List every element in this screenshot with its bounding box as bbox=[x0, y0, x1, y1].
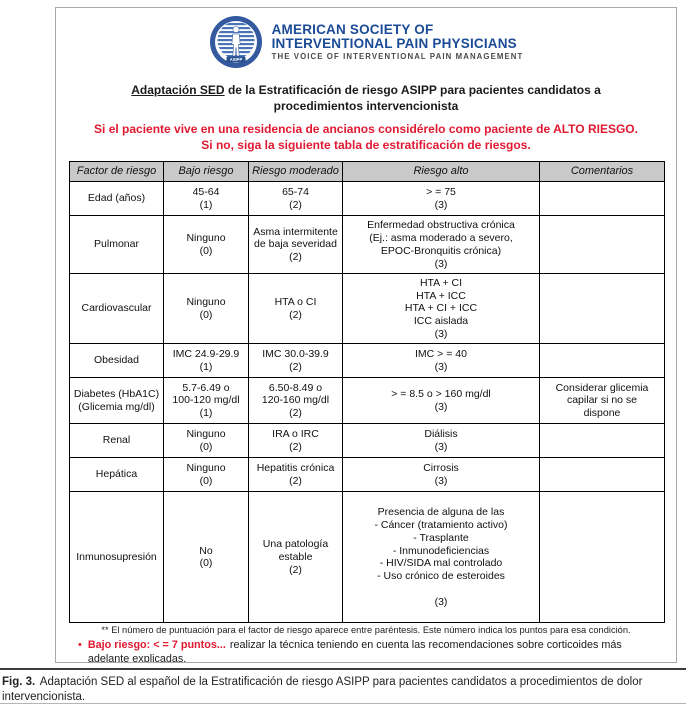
title-line2: procedimientos intervencionista bbox=[273, 98, 459, 113]
logo-wordmark: AMERICAN SOCIETY OF INTERVENTIONAL PAIN … bbox=[271, 21, 524, 62]
high-risk-warning: Si el paciente vive en una residencia de… bbox=[56, 122, 676, 153]
cell-factor: Renal bbox=[69, 423, 164, 459]
cell-comments bbox=[539, 181, 665, 217]
table-row-pulmonar: Pulmonar Ninguno (0) Asma intermitente d… bbox=[69, 215, 665, 275]
cell-high: Presencia de alguna de las - Cáncer (tra… bbox=[342, 491, 540, 624]
cell-high: Cirrosis (3) bbox=[342, 457, 540, 493]
cell-low: 45-64 (1) bbox=[163, 181, 249, 217]
cell-low: Ninguno (0) bbox=[163, 215, 249, 275]
logo-org-line2: INTERVENTIONAL PAIN PHYSICIANS bbox=[271, 35, 517, 51]
cell-factor: Hepática bbox=[69, 457, 164, 493]
table-row-hepatica: Hepática Ninguno (0) Hepatitis crónica (… bbox=[69, 457, 665, 493]
cell-high: > = 8.5 o > 160 mg/dl (3) bbox=[342, 377, 540, 425]
cell-factor: Cardiovascular bbox=[69, 273, 164, 345]
cell-factor: Pulmonar bbox=[69, 215, 164, 275]
cell-low: Ninguno (0) bbox=[163, 423, 249, 459]
asipp-logo: ASIPP AMERICAN SOCIETY OF INTERVENTIONAL… bbox=[56, 15, 676, 69]
legend-item-low: • Bajo riesgo: < = 7 puntos... realizar l… bbox=[78, 639, 662, 663]
cell-high: HTA + CI HTA + ICC HTA + CI + ICC ICC ai… bbox=[342, 273, 540, 345]
header-high-risk: Riesgo alto bbox=[342, 161, 540, 183]
warning-line1: Si el paciente vive en una residencia de… bbox=[94, 122, 638, 137]
cell-moderate: 65-74 (2) bbox=[248, 181, 343, 217]
figure-caption: Fig. 3. Adaptación SED al español de la … bbox=[0, 668, 686, 705]
caption-text: Adaptación SED al español de la Estratif… bbox=[2, 676, 643, 703]
cell-low: 5.7-6.49 o 100-120 mg/dl (1) bbox=[163, 377, 249, 425]
table-row-edad: Edad (años) 45-64 (1) 65-74 (2) > = 75 (… bbox=[69, 181, 665, 217]
cell-comments bbox=[539, 273, 665, 345]
table-row-inmunosupresion: Inmunosupresión No (0) Una patología est… bbox=[69, 491, 665, 624]
bullet-icon: • bbox=[78, 639, 82, 652]
cell-high: Diálisis (3) bbox=[342, 423, 540, 459]
scoring-footnote: ** El número de puntuación para el facto… bbox=[101, 625, 631, 636]
logo-org-line1: AMERICAN SOCIETY OF bbox=[271, 21, 434, 37]
cell-comments bbox=[539, 343, 665, 379]
seal-banner-label: ASIPP bbox=[229, 57, 242, 62]
cell-moderate: IMC 30.0-39.9 (2) bbox=[248, 343, 343, 379]
figure-title: Adaptación SED de la Estratificación de … bbox=[56, 83, 676, 114]
cell-moderate: 6.50-8.49 o 120-160 mg/dl (2) bbox=[248, 377, 343, 425]
cell-moderate: Una patología estable (2) bbox=[248, 491, 343, 624]
table-row-diabetes: Diabetes (HbA1C) (Glicemia mg/dl) 5.7-6.… bbox=[69, 377, 665, 425]
cell-comments bbox=[539, 491, 665, 624]
asipp-seal-icon: ASIPP bbox=[209, 16, 262, 68]
cell-moderate: Asma intermitente de baja severidad (2) bbox=[248, 215, 343, 275]
risk-legend: • Bajo riesgo: < = 7 puntos... realizar l… bbox=[78, 639, 662, 663]
cell-high: Enfermedad obstructiva crónica (Ej.: asm… bbox=[342, 215, 540, 275]
cell-comments bbox=[539, 423, 665, 459]
table-row-obesidad: Obesidad IMC 24.9-29.9 (1) IMC 30.0-39.9… bbox=[69, 343, 665, 379]
cell-low: No (0) bbox=[163, 491, 249, 624]
cell-factor: Diabetes (HbA1C) (Glicemia mg/dl) bbox=[69, 377, 164, 425]
cell-comments: Considerar glicemia capilar si no se dis… bbox=[539, 377, 665, 425]
logo-tagline: THE VOICE OF INTERVENTIONAL PAIN MANAGEM… bbox=[271, 52, 524, 62]
bottom-divider bbox=[0, 703, 686, 704]
cell-comments bbox=[539, 457, 665, 493]
immuno-condition-list: Presencia de alguna de las - Cáncer (tra… bbox=[374, 506, 508, 583]
cell-comments bbox=[539, 215, 665, 275]
table-row-cardiovascular: Cardiovascular Ninguno (0) HTA o CI (2) … bbox=[69, 273, 665, 345]
legend-label: Bajo riesgo: < = 7 puntos... bbox=[87, 639, 226, 652]
cell-moderate: IRA o IRC (2) bbox=[248, 423, 343, 459]
table-row-renal: Renal Ninguno (0) IRA o IRC (2) Diálisis… bbox=[69, 423, 665, 459]
title-underlined: Adaptación SED bbox=[131, 83, 225, 97]
header-comments: Comentarios bbox=[539, 161, 665, 183]
cell-high: > = 75 (3) bbox=[342, 181, 540, 217]
table-header-row: Factor de riesgo Bajo riesgo Riesgo mode… bbox=[69, 161, 665, 183]
header-moderate-risk: Riesgo moderado bbox=[248, 161, 343, 183]
cell-low: Ninguno (0) bbox=[163, 273, 249, 345]
cell-low: IMC 24.9-29.9 (1) bbox=[163, 343, 249, 379]
risk-stratification-table: Factor de riesgo Bajo riesgo Riesgo mode… bbox=[69, 161, 665, 624]
cell-moderate: HTA o CI (2) bbox=[248, 273, 343, 345]
caption-label: Fig. 3. bbox=[2, 676, 36, 688]
cell-factor: Edad (años) bbox=[69, 181, 164, 217]
cell-factor: Inmunosupresión bbox=[69, 491, 164, 624]
header-low-risk: Bajo riesgo bbox=[163, 161, 249, 183]
cell-factor: Obesidad bbox=[69, 343, 164, 379]
header-factor: Factor de riesgo bbox=[69, 161, 164, 183]
warning-line2: Si no, siga la siguiente tabla de estrat… bbox=[201, 137, 531, 152]
figure-panel: ASIPP AMERICAN SOCIETY OF INTERVENTIONAL… bbox=[55, 7, 677, 663]
cell-moderate: Hepatitis crónica (2) bbox=[248, 457, 343, 493]
cell-high: IMC > = 40 (3) bbox=[342, 343, 540, 379]
title-line1-rest: de la Estratificación de riesgo ASIPP pa… bbox=[224, 83, 601, 97]
immuno-score: (3) bbox=[434, 595, 448, 608]
cell-low: Ninguno (0) bbox=[163, 457, 249, 493]
legend-text: realizar la técnica teniendo en cuenta l… bbox=[87, 639, 622, 663]
